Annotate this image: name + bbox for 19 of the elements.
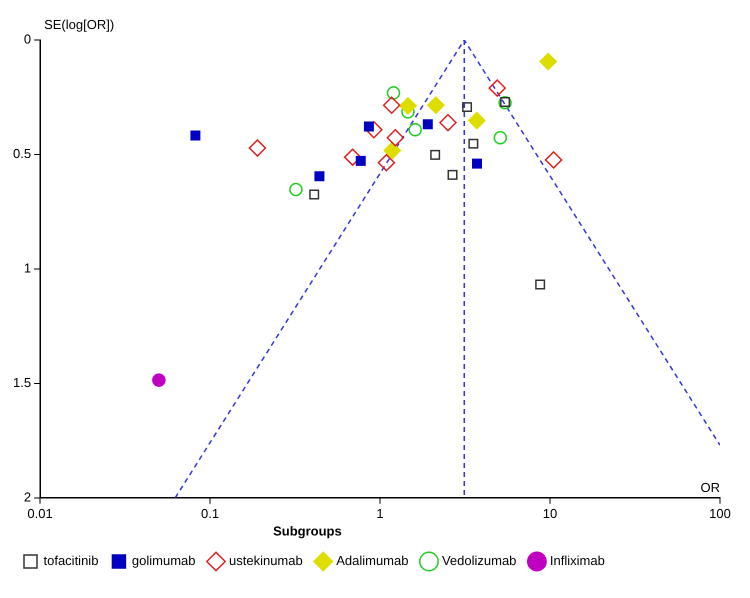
y-tick-label: 0: [24, 32, 32, 47]
legend-label: Adalimumab: [336, 553, 408, 568]
x-tick-label: 10: [542, 506, 558, 522]
y-axis-title: SE(log[OR]): [44, 17, 114, 32]
y-tick-label: 0.5: [12, 146, 32, 162]
legend-label: Infliximab: [550, 553, 605, 568]
legend-label: tofacitinib: [44, 553, 98, 568]
x-tick-label: 1: [376, 506, 384, 522]
x-axis-title: OR: [700, 480, 720, 495]
legend-label: ustekinumab: [229, 553, 303, 568]
y-tick-label: 2: [24, 489, 32, 504]
legend-label: Vedolizumab: [442, 553, 516, 568]
legend-label: golimumab: [132, 553, 196, 568]
legend-title: Subgroups: [273, 523, 342, 538]
x-tick-label: 0.01: [27, 506, 53, 522]
x-tick-label: 0.1: [201, 506, 220, 522]
y-tick-label: 1.5: [12, 374, 32, 390]
x-tick-label: 100: [709, 506, 731, 522]
y-tick-label: 1: [24, 260, 32, 276]
